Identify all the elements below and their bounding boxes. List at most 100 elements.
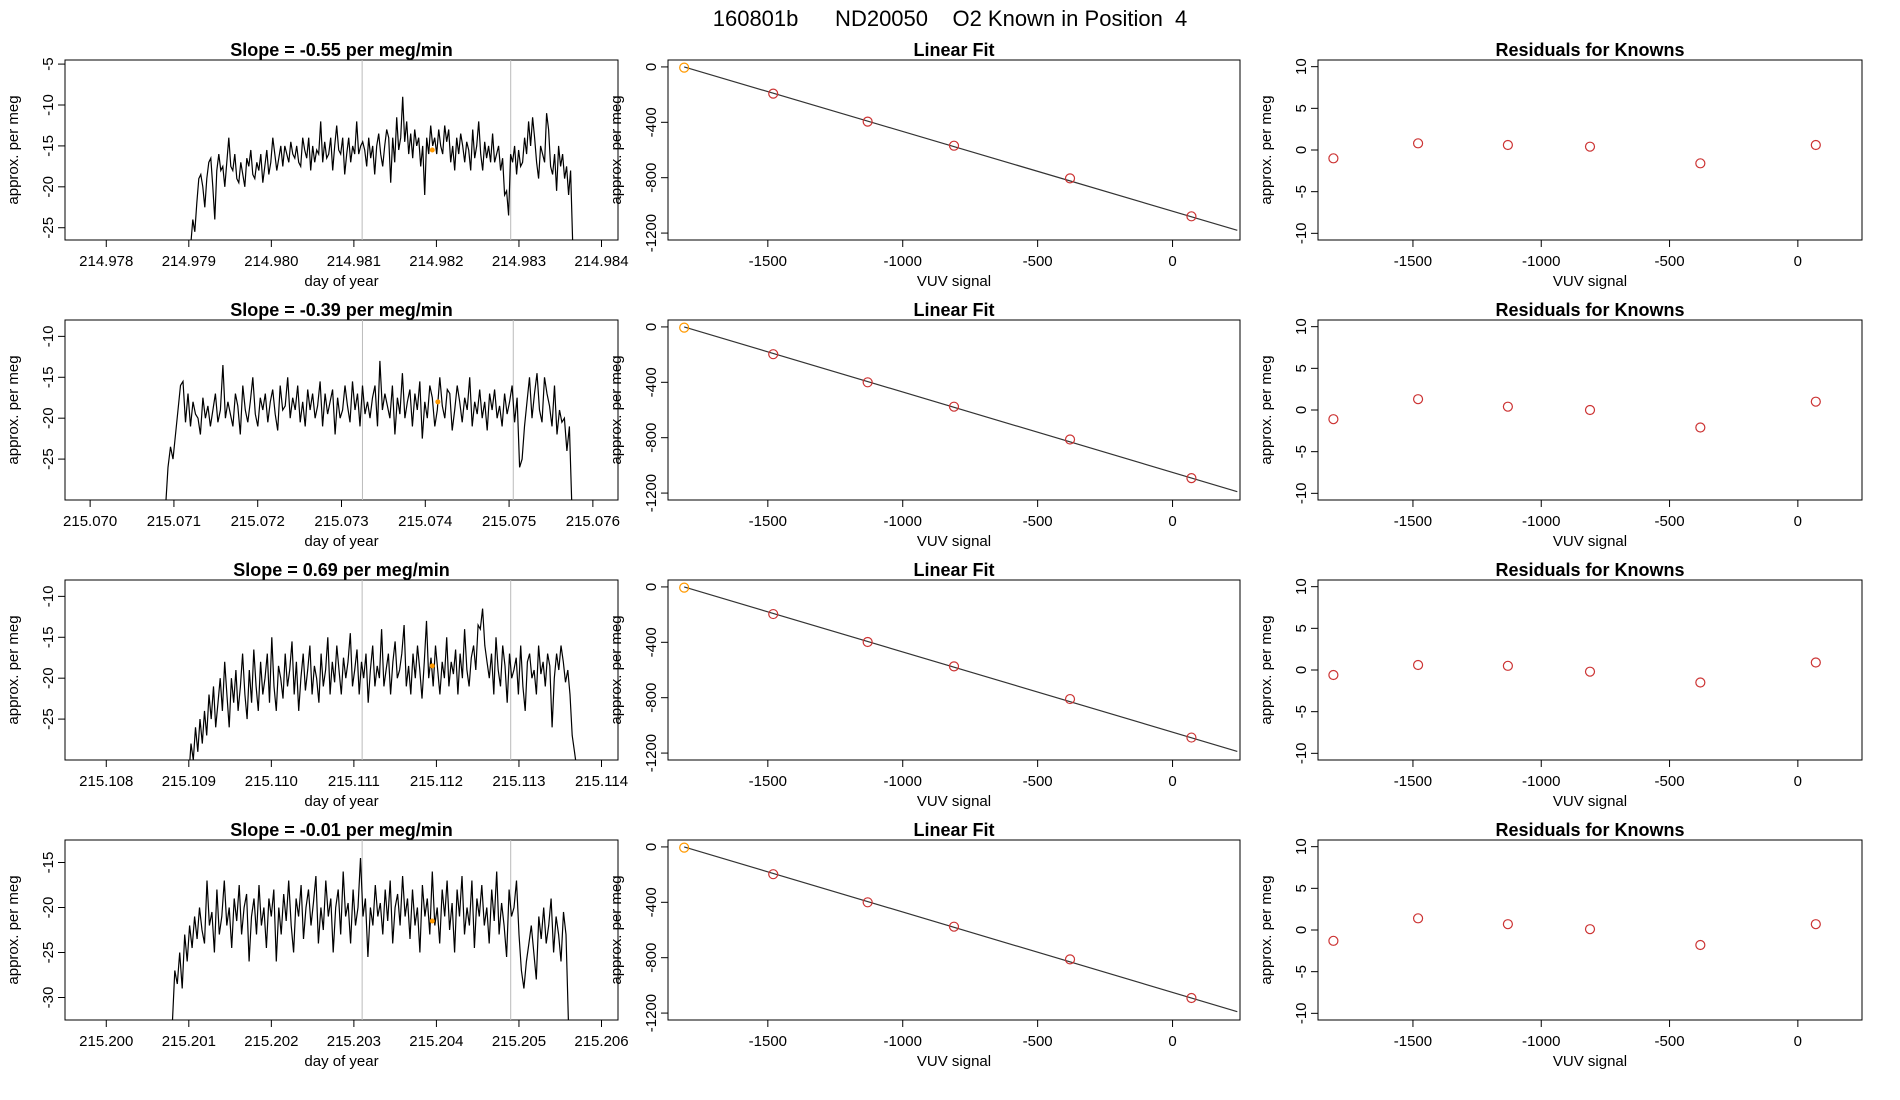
panel-title: Slope = -0.55 per meg/min bbox=[230, 40, 453, 60]
panel-fit-row-1: Linear Fit -1500 -1000 -500 0 -1200 -800 -400 0 V… bbox=[608, 40, 1241, 290]
data-point bbox=[1328, 414, 1339, 425]
x-tick-label: -500 bbox=[1655, 253, 1685, 270]
y-tick-label: -15 bbox=[40, 135, 57, 157]
y-tick-label: -1200 bbox=[643, 734, 660, 772]
panel-title: Residuals for Knowns bbox=[1495, 560, 1684, 580]
data-point bbox=[1186, 473, 1197, 484]
panel-residuals-row-1: Residuals for Knowns -1500 -1000 -500 0 -10 -5… bbox=[1258, 40, 1863, 290]
data-point bbox=[1584, 404, 1596, 416]
y-tick-label: -1200 bbox=[643, 214, 660, 252]
y-tick-label: 5 bbox=[1293, 104, 1310, 112]
fit-line bbox=[684, 66, 1238, 231]
panel-fit-row-2: Linear Fit -1500 -1000 -500 0 -1200 -800 -400 0 V… bbox=[608, 300, 1241, 550]
plot-frame bbox=[1317, 839, 1863, 1021]
y-axis-label: approx. per meg bbox=[608, 875, 625, 984]
x-axis-label: VUV signal bbox=[1553, 273, 1627, 290]
data-point bbox=[1502, 139, 1513, 151]
panel-residuals-row-4: Residuals for Knowns -1500 -1000 -500 0 -10 -5… bbox=[1258, 820, 1863, 1070]
data-point bbox=[948, 401, 960, 412]
y-axis-label: approx. per meg bbox=[608, 95, 625, 204]
x-axis-label: VUV signal bbox=[917, 1053, 991, 1070]
plot-frame bbox=[667, 319, 1241, 501]
y-tick-label: -10 bbox=[1293, 482, 1310, 504]
panel-fit-row-3: Linear Fit -1500 -1000 -500 0 -1200 -800 -400 0 V… bbox=[608, 560, 1241, 810]
y-tick-label: 10 bbox=[1293, 58, 1310, 75]
panel-timeseries-row-1: Slope = -0.55 per meg/min 214.978 214.979 2… bbox=[5, 40, 629, 290]
data-point bbox=[1810, 657, 1821, 668]
data-point bbox=[1695, 422, 1706, 433]
x-tick-label: -1500 bbox=[749, 773, 787, 790]
y-tick-label: -5 bbox=[1293, 965, 1310, 978]
y-tick-label: -1200 bbox=[643, 994, 660, 1032]
plot-frame bbox=[1317, 579, 1863, 761]
x-tick-label: 215.074 bbox=[398, 513, 452, 530]
panel-residuals-row-3: Residuals for Knowns -1500 -1000 -500 0 -10 -5… bbox=[1258, 560, 1863, 810]
y-tick-label: 0 bbox=[643, 583, 660, 591]
x-tick-label: 215.204 bbox=[409, 1033, 463, 1050]
y-tick-label: -5 bbox=[1293, 185, 1310, 198]
plot-area bbox=[1328, 657, 1821, 688]
y-tick-label: -10 bbox=[1293, 742, 1310, 764]
y-axis-label: approx. per meg bbox=[5, 615, 22, 724]
plot-frame bbox=[1317, 319, 1863, 501]
data-point bbox=[1186, 992, 1197, 1004]
y-axis-label: approx. per meg bbox=[608, 615, 625, 724]
x-tick-label: 0 bbox=[1794, 1033, 1802, 1050]
data-point bbox=[948, 921, 960, 932]
data-point bbox=[862, 897, 873, 908]
y-axis-label: approx. per meg bbox=[1258, 875, 1275, 984]
series-line bbox=[190, 96, 574, 240]
y-tick-label: 5 bbox=[1293, 364, 1310, 372]
x-tick-label: 215.072 bbox=[231, 513, 285, 530]
x-axis-label: VUV signal bbox=[1553, 793, 1627, 810]
data-point bbox=[862, 636, 873, 648]
y-tick-label: -800 bbox=[643, 943, 660, 973]
data-point bbox=[1412, 138, 1424, 149]
plot-frame bbox=[667, 579, 1241, 761]
data-point bbox=[679, 62, 690, 73]
x-tick-label: 0 bbox=[1168, 1033, 1176, 1050]
y-tick-label: -30 bbox=[40, 987, 57, 1009]
x-tick-label: 0 bbox=[1794, 773, 1802, 790]
x-tick-label: -1500 bbox=[1394, 253, 1432, 270]
plot-area bbox=[1328, 913, 1821, 951]
x-tick-label: 215.108 bbox=[79, 773, 133, 790]
data-point bbox=[1064, 954, 1076, 965]
x-tick-label: 215.112 bbox=[410, 773, 463, 790]
y-tick-label: 0 bbox=[643, 63, 660, 71]
data-point bbox=[768, 869, 779, 880]
panel-timeseries-row-4: Slope = -0.01 per meg/min 215.200 215.201 2… bbox=[5, 820, 629, 1070]
data-point bbox=[1328, 153, 1339, 164]
data-point bbox=[679, 322, 690, 333]
x-axis-label: VUV signal bbox=[1553, 533, 1627, 550]
data-point bbox=[1328, 669, 1339, 681]
y-axis-label: approx. per meg bbox=[1258, 615, 1275, 724]
plot-frame bbox=[64, 839, 619, 1021]
plot-area bbox=[679, 322, 1238, 493]
x-axis-label: day of year bbox=[304, 273, 378, 290]
panel-timeseries-row-2: Slope = -0.39 per meg/min 215.070 215.071 2… bbox=[5, 300, 620, 550]
x-tick-label: -1000 bbox=[1522, 773, 1560, 790]
y-tick-label: -800 bbox=[643, 423, 660, 453]
x-tick-label: -1000 bbox=[884, 1033, 922, 1050]
data-point bbox=[1695, 677, 1706, 688]
y-tick-label: -20 bbox=[40, 407, 57, 429]
x-tick-label: -1500 bbox=[1394, 773, 1432, 790]
y-axis-label: approx. per meg bbox=[5, 355, 22, 464]
x-axis-label: day of year bbox=[304, 1053, 378, 1070]
data-point bbox=[1502, 401, 1513, 412]
series-line bbox=[171, 857, 569, 1020]
x-tick-label: -1000 bbox=[884, 513, 922, 530]
panel-timeseries-row-3: Slope = 0.69 per meg/min 215.108 215.109 21… bbox=[5, 560, 628, 810]
y-tick-label: -400 bbox=[643, 887, 660, 917]
data-point bbox=[862, 116, 873, 127]
panel-title: Linear Fit bbox=[913, 300, 994, 320]
data-point bbox=[1810, 919, 1821, 930]
y-tick-label: -25 bbox=[40, 448, 57, 470]
y-tick-label: -10 bbox=[1293, 222, 1310, 244]
x-tick-label: -1000 bbox=[884, 773, 922, 790]
y-tick-label: 0 bbox=[643, 843, 660, 851]
highlight-point bbox=[429, 663, 435, 669]
x-axis-label: VUV signal bbox=[1553, 1053, 1627, 1070]
